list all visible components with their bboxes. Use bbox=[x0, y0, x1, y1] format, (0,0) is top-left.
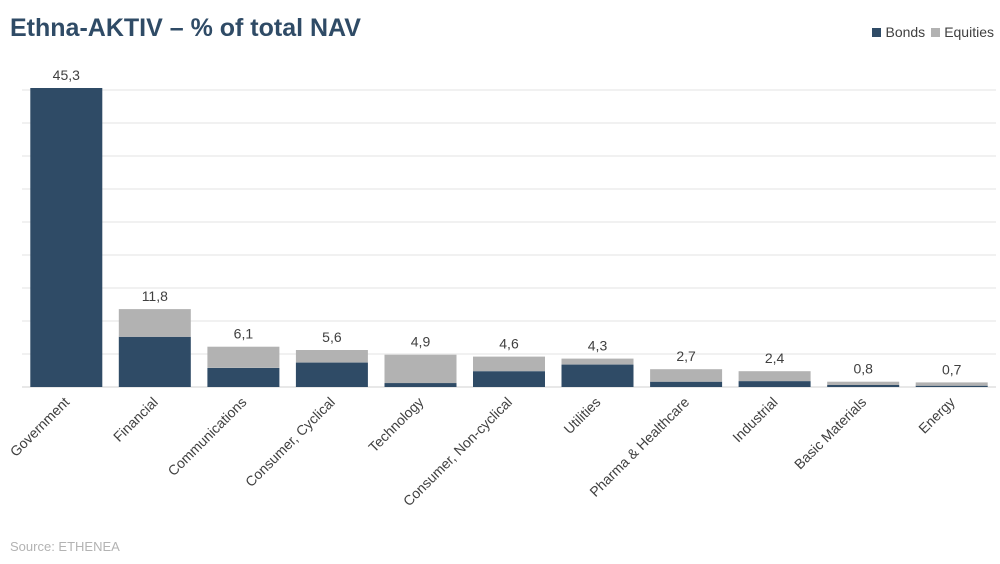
x-tick-label-9: Industrial bbox=[729, 394, 780, 445]
x-tick-label-7: Utilities bbox=[560, 394, 603, 437]
x-tick-label-1: Government bbox=[7, 394, 73, 460]
data-label-total-8: 2,7 bbox=[676, 348, 696, 364]
bar-bonds-5 bbox=[384, 383, 457, 387]
data-label-total-9: 2,4 bbox=[765, 350, 785, 366]
data-label-total-3: 6,1 bbox=[234, 326, 254, 342]
data-label-total-2: 11,8 bbox=[142, 288, 168, 304]
x-tick-label-4: Consumer, Cyclical bbox=[242, 394, 338, 490]
x-tick-label-5: Technology bbox=[365, 394, 426, 455]
bar-bonds-8 bbox=[650, 381, 723, 387]
bar-bonds-2 bbox=[118, 336, 191, 387]
bar-bonds-3 bbox=[207, 367, 280, 387]
data-label-total-6: 4,6 bbox=[499, 336, 519, 352]
bar-equities-8 bbox=[650, 369, 723, 382]
bar-equities-4 bbox=[295, 350, 368, 363]
x-tick-label-10: Basic Materials bbox=[791, 394, 869, 472]
source-note: Source: ETHENEA bbox=[10, 539, 120, 554]
bar-equities-7 bbox=[561, 358, 634, 365]
bar-equities-6 bbox=[473, 356, 545, 372]
data-label-total-4: 5,6 bbox=[322, 329, 342, 345]
data-label-total-11: 0,7 bbox=[942, 361, 962, 377]
bar-equities-11 bbox=[915, 382, 988, 386]
x-tick-label-8: Pharma & Healthcare bbox=[586, 394, 692, 500]
x-tick-label-2: Financial bbox=[110, 394, 161, 445]
legend-swatch-bonds bbox=[872, 27, 882, 37]
bar-bonds-6 bbox=[473, 371, 545, 387]
bar-bonds-7 bbox=[561, 364, 634, 387]
data-label-total-1: 45,3 bbox=[53, 67, 80, 83]
bar-equities-10 bbox=[827, 381, 900, 385]
data-label-total-5: 4,9 bbox=[411, 334, 431, 350]
legend: Bonds Equities bbox=[872, 24, 994, 40]
data-label-total-10: 0,8 bbox=[853, 361, 873, 377]
bar-bonds-11 bbox=[915, 385, 988, 387]
bar-equities-3 bbox=[207, 346, 280, 368]
bar-bonds-10 bbox=[827, 385, 900, 387]
bar-equities-5 bbox=[384, 354, 457, 384]
x-tick-label-3: Communications bbox=[164, 394, 249, 479]
data-label-total-7: 4,3 bbox=[588, 338, 608, 354]
bar-bonds-9 bbox=[738, 381, 811, 387]
bar-equities-9 bbox=[738, 371, 811, 382]
legend-item-equities: Equities bbox=[931, 24, 994, 40]
bar-equities-2 bbox=[118, 309, 191, 337]
chart-title: Ethna-AKTIV – % of total NAV bbox=[10, 14, 361, 42]
legend-label-bonds: Bonds bbox=[885, 24, 926, 40]
x-tick-label-11: Energy bbox=[915, 394, 958, 437]
legend-swatch-equities bbox=[931, 27, 941, 37]
legend-label-equities: Equities bbox=[944, 24, 994, 40]
bar-bonds-1 bbox=[30, 88, 103, 387]
bar-bonds-4 bbox=[295, 362, 368, 387]
legend-item-bonds: Bonds bbox=[872, 24, 925, 40]
